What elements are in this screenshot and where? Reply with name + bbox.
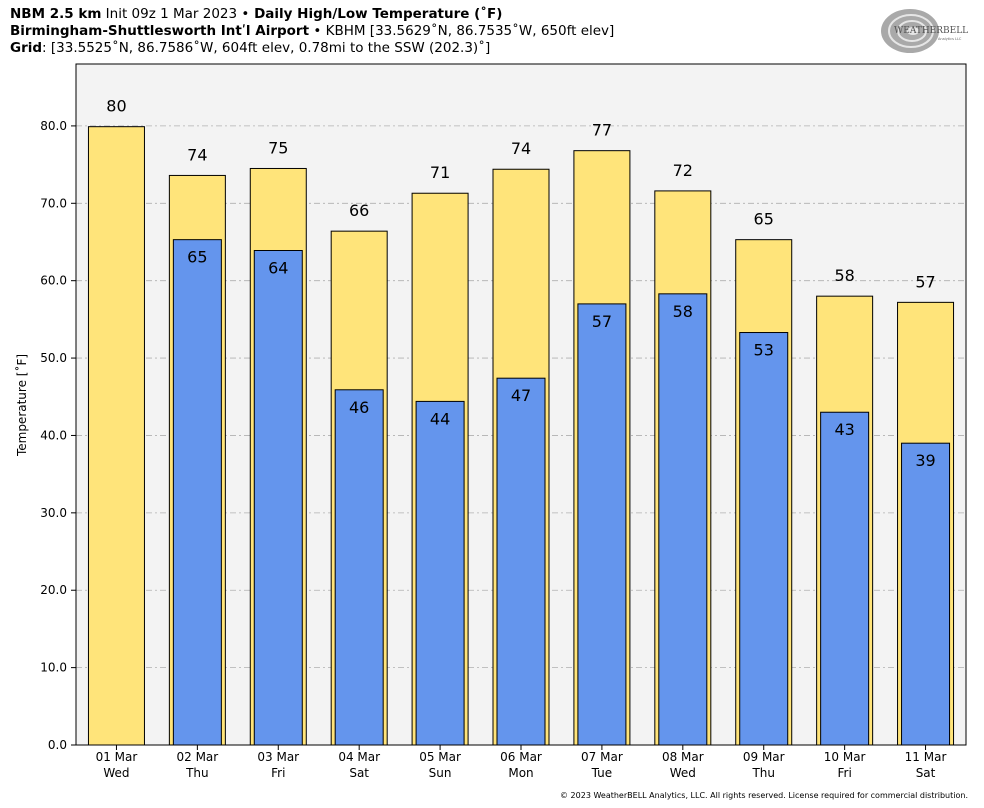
x-tick-date: 05 Mar	[419, 750, 461, 764]
low-value-label: 47	[511, 386, 531, 405]
x-tick-weekday: Sun	[429, 766, 452, 780]
low-value-label: 44	[430, 409, 450, 428]
x-tick-date: 02 Mar	[176, 750, 218, 764]
low-bar	[334, 389, 384, 746]
value-labels: 80 74 65 75 64 66 46 71 44 74 47 77 57 72 58 65 53 58 43 57…	[106, 97, 935, 471]
y-tick-label: 50.0	[40, 351, 67, 365]
header-line-2: Birmingham-Shuttlesworth Intʹl Airport •…	[10, 23, 614, 40]
y-tick-label: 60.0	[40, 274, 67, 288]
x-tick-weekday: Tue	[591, 766, 613, 780]
low-bar	[658, 293, 708, 746]
chart-header: NBM 2.5 km Init 09z 1 Mar 2023 • Daily H…	[10, 6, 614, 57]
model-name: NBM 2.5 km	[10, 6, 102, 22]
high-value-label: 72	[673, 161, 693, 180]
x-tick-date: 03 Mar	[257, 750, 299, 764]
y-tick-label: 70.0	[40, 196, 67, 210]
product-name: Daily High/Low Temperature (˚F)	[249, 6, 503, 22]
high-value-label: 80	[106, 97, 126, 116]
low-value-label: 57	[592, 312, 612, 331]
x-tick-date: 08 Mar	[662, 750, 704, 764]
station-name: Birmingham-Shuttlesworth Intʹl Airport	[10, 23, 310, 39]
low-bar	[172, 239, 222, 746]
low-bar	[496, 377, 546, 746]
y-tick-label: 0.0	[48, 738, 67, 752]
header-line-3: Grid: [33.5525˚N, 86.7586˚W, 604ft elev,…	[10, 40, 614, 57]
low-value-label: 46	[349, 398, 369, 417]
grid-info: : [33.5525˚N, 86.7586˚W, 604ft elev, 0.7…	[42, 40, 491, 56]
low-value-label: 53	[754, 341, 774, 360]
x-tick-weekday: Fri	[837, 766, 851, 780]
y-tick-label: 80.0	[40, 119, 67, 133]
low-bar	[739, 332, 789, 746]
x-tick-weekday: Mon	[508, 766, 533, 780]
y-tick-label: 40.0	[40, 428, 67, 442]
x-tick-date: 06 Mar	[500, 750, 542, 764]
low-value-label: 39	[915, 451, 935, 470]
y-axis-label: Temperature [˚F]	[14, 354, 29, 457]
low-bar	[253, 250, 303, 746]
low-bar	[415, 400, 465, 746]
x-tick-weekday: Sat	[916, 766, 936, 780]
y-axis: 0.0 10.0 20.0 30.0 40.0 50.0 60.0 70.0 80.0	[40, 119, 76, 752]
low-bar	[820, 411, 870, 746]
separator: •	[241, 6, 250, 22]
low-bar	[901, 442, 951, 746]
high-bar	[87, 126, 145, 746]
x-tick-date: 07 Mar	[581, 750, 623, 764]
x-tick-weekday: Wed	[670, 766, 696, 780]
high-value-label: 65	[754, 210, 774, 229]
high-value-label: 66	[349, 201, 369, 220]
station-info: • KBHM [33.5629˚N, 86.7535˚W, 650ft elev…	[309, 23, 615, 39]
x-tick-weekday: Thu	[751, 766, 775, 780]
x-tick-date: 09 Mar	[743, 750, 785, 764]
high-value-label: 74	[187, 145, 207, 164]
y-tick-label: 10.0	[40, 661, 67, 675]
x-tick-date: 10 Mar	[824, 750, 866, 764]
x-tick-weekday: Thu	[185, 766, 209, 780]
low-bar	[577, 303, 627, 746]
low-value-label: 58	[673, 302, 693, 321]
weatherbell-logo: WEATHERBELL Analytics LLC	[881, 9, 968, 53]
x-tick-date: 04 Mar	[338, 750, 380, 764]
x-tick-date: 11 Mar	[905, 750, 947, 764]
bars	[87, 126, 955, 746]
high-value-label: 77	[592, 121, 612, 140]
init-time: Init 09z 1 Mar 2023	[101, 6, 242, 22]
high-value-label: 74	[511, 139, 531, 158]
logo-subtext: Analytics LLC	[938, 37, 962, 41]
logo-text: WEATHERBELL	[894, 26, 968, 36]
y-tick-label: 20.0	[40, 583, 67, 597]
copyright-notice: © 2023 WeatherBELL Analytics, LLC. All r…	[560, 791, 968, 800]
x-tick-weekday: Fri	[271, 766, 285, 780]
x-tick-date: 01 Mar	[96, 750, 138, 764]
low-value-label: 43	[834, 420, 854, 439]
x-tick-weekday: Wed	[103, 766, 129, 780]
high-value-label: 57	[915, 272, 935, 291]
grid-label: Grid	[10, 40, 43, 56]
high-value-label: 58	[834, 266, 854, 285]
y-tick-label: 30.0	[40, 506, 67, 520]
high-value-label: 75	[268, 138, 288, 157]
high-value-label: 71	[430, 163, 450, 182]
x-tick-weekday: Sat	[349, 766, 369, 780]
x-axis: 01 Mar Wed 02 Mar Thu 03 Mar Fri 04 Mar Sat 05 M…	[96, 745, 947, 780]
low-value-label: 64	[268, 259, 288, 278]
low-value-label: 65	[187, 248, 207, 267]
header-line-1: NBM 2.5 km Init 09z 1 Mar 2023 • Daily H…	[10, 6, 614, 23]
